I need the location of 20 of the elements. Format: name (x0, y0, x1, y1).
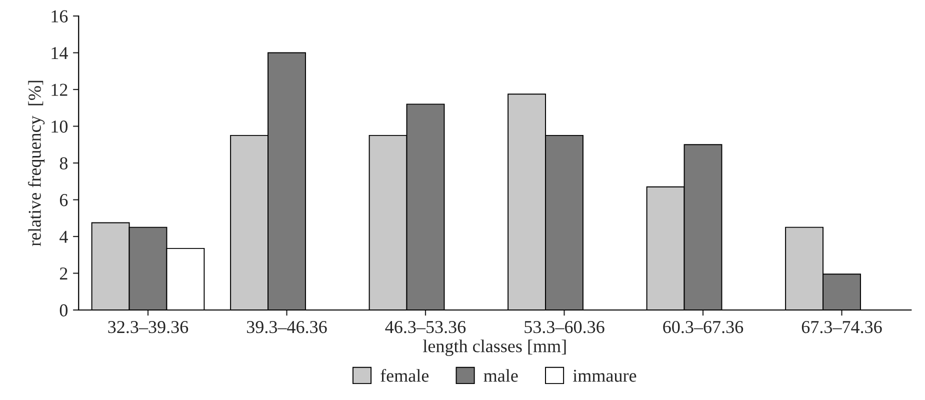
legend-label: immaure (572, 370, 636, 382)
y-tick-label: 2 (60, 268, 68, 280)
x-tick-label: 39.3–46.36 (246, 320, 327, 334)
y-tick-label: 16 (52, 10, 68, 22)
y-tick-label: 14 (52, 47, 68, 60)
y-tick-label: 6 (60, 194, 68, 206)
y-axis-title: relative frequency [%] (28, 80, 45, 246)
y-tick-label: 4 (60, 230, 68, 243)
y-tick-label: 8 (60, 157, 68, 170)
x-tick-label: 53.3–60.36 (524, 320, 604, 334)
y-tick-label: 0 (60, 304, 68, 316)
x-axis-title: length classes [mm] (423, 340, 566, 356)
x-tick-label: 46.3–53.36 (385, 320, 466, 334)
y-tick-label: 12 (52, 84, 68, 96)
legend-label: female (380, 368, 429, 382)
x-tick-label: 60.3–67.36 (663, 320, 744, 334)
x-tick-label: 67.3–74.36 (802, 320, 882, 334)
x-tick-label: 32.3–39.36 (108, 320, 188, 334)
legend-label: male (484, 369, 518, 382)
y-tick-label: 10 (52, 120, 68, 133)
